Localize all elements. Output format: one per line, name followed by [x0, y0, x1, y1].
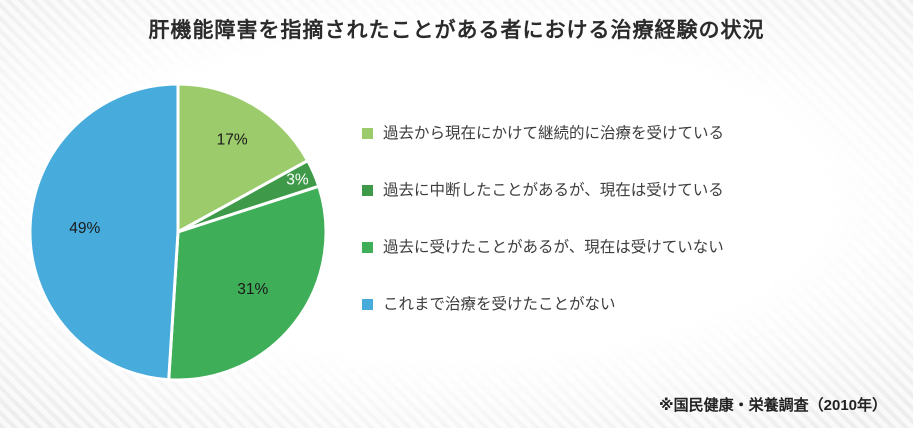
legend-label: 過去に受けたことがあるが、現在は受けていない — [383, 239, 724, 256]
legend-marker — [362, 242, 373, 253]
pie-slice — [176, 82, 310, 234]
legend-marker — [362, 128, 373, 139]
pie-slice — [167, 184, 328, 382]
legend-label: これまで治療を受けたことがない — [383, 296, 616, 313]
legend-item: 過去に中断したことがあるが、現在は受けている — [362, 175, 724, 206]
legend-marker — [362, 299, 373, 310]
chart-title: 肝機能障害を指摘されたことがある者における治療経験の状況 — [148, 19, 765, 42]
pie-chart: 17% 3% 31% 49% — [28, 82, 328, 382]
pie-data-label: 17% — [217, 131, 248, 148]
legend: 過去から現在にかけて継続的に治療を受けている 過去に中断したことがあるが、現在は… — [362, 118, 724, 320]
legend-label: 過去から現在にかけて継続的に治療を受けている — [383, 125, 725, 142]
pie-data-label: 49% — [69, 220, 100, 237]
legend-marker — [362, 185, 373, 196]
legend-label: 過去に中断したことがあるが、現在は受けている — [383, 182, 724, 199]
legend-item: 過去に受けたことがあるが、現在は受けていない — [362, 232, 724, 263]
source-footnote: ※国民健康・栄養調査（2010年） — [659, 397, 887, 414]
pie-chart-area: 17% 3% 31% 49% — [18, 80, 338, 400]
pie-slice — [28, 82, 180, 382]
pie-data-label: 3% — [286, 171, 309, 188]
pie-data-label: 31% — [237, 281, 268, 298]
legend-item: 過去から現在にかけて継続的に治療を受けている — [362, 118, 724, 149]
legend-item: これまで治療を受けたことがない — [362, 289, 724, 320]
